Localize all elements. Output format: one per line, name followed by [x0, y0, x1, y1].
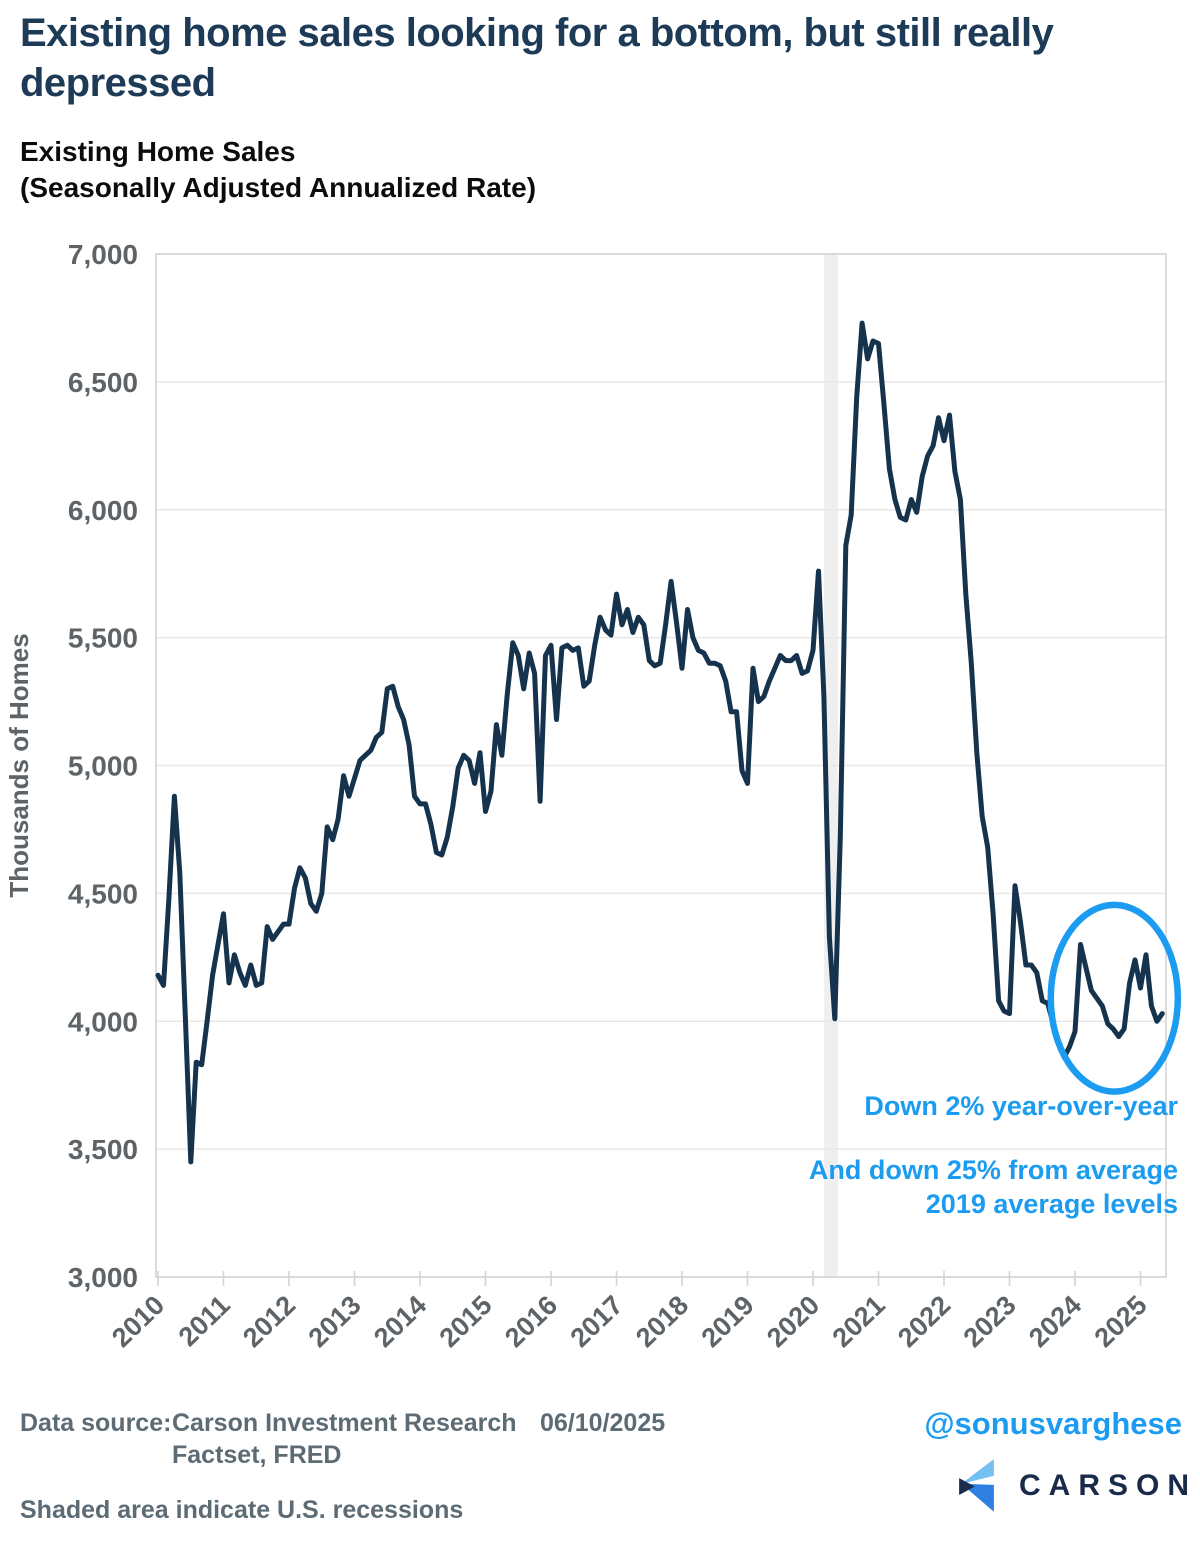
page-title-line2: depressed [20, 61, 216, 105]
y-axis-tick-label: 6,000 [68, 495, 138, 526]
y-axis-tick-label: 5,500 [68, 623, 138, 654]
y-axis-tick-label: 7,000 [68, 239, 138, 270]
chart-title-line2: (Seasonally Adjusted Annualized Rate) [20, 172, 537, 203]
x-axis-tick-label: 2020 [761, 1290, 825, 1353]
page-title: Existing home sales looking for a bottom… [20, 8, 1190, 108]
y-axis-tick-label: 3,000 [68, 1262, 138, 1293]
x-axis-tick-label: 2022 [892, 1290, 956, 1353]
x-axis-tick-label: 2023 [958, 1290, 1022, 1353]
x-axis-tick-label: 2025 [1089, 1290, 1153, 1353]
y-axis-tick-label: 4,000 [68, 1006, 138, 1037]
chart-title: Existing Home Sales (Seasonally Adjusted… [20, 134, 536, 206]
x-axis-tick-label: 2015 [434, 1290, 498, 1353]
y-axis-tick-label: 4,500 [68, 878, 138, 909]
line-chart: 3,000 3,500 4,000 4,500 5,000 5,500 6,000 6,500… [4, 239, 1182, 1353]
annotation-yoy: Down 2% year-over-year [864, 1091, 1178, 1121]
y-axis-tick-label: 6,500 [68, 367, 138, 398]
x-axis-tick-label: 2010 [106, 1290, 170, 1353]
y-axis-tick-label: 5,000 [68, 751, 138, 782]
x-axis-tick-label: 2024 [1023, 1290, 1087, 1353]
data-source-name: Carson Investment Research [172, 1409, 517, 1437]
y-axis-title: Thousands of Homes [4, 633, 34, 897]
data-source-label: Data source: [20, 1409, 172, 1437]
x-axis-tick-label: 2017 [565, 1290, 629, 1353]
data-source-line2: Factset, FRED [172, 1441, 342, 1469]
chart-title-line1: Existing Home Sales [20, 136, 296, 167]
logo-bottom-blade [961, 1483, 994, 1512]
social-handle: @sonusvarghese [924, 1406, 1182, 1441]
page-title-line1: Existing home sales looking for a bottom… [20, 11, 1054, 55]
x-axis-tick-label: 2019 [696, 1290, 760, 1353]
carson-logo-icon [959, 1459, 994, 1512]
x-axis-tick-label: 2014 [368, 1290, 432, 1353]
carson-logo: CARSON [958, 1458, 1197, 1514]
x-axis-tick-label: 2018 [630, 1290, 694, 1353]
x-axis-tick-label: 2016 [499, 1290, 563, 1353]
x-axis-tick-label: 2012 [237, 1290, 301, 1353]
highlight-circle [1047, 901, 1182, 1095]
y-axis-tick-label: 3,500 [68, 1134, 138, 1165]
carson-wordmark: CARSON [1019, 1469, 1198, 1502]
recession-note: Shaded area indicate U.S. recessions [20, 1496, 464, 1524]
logo-top-blade [961, 1459, 994, 1484]
annotation-vs2019-line2: 2019 average levels [925, 1189, 1178, 1219]
x-axis-tick-label: 2021 [827, 1290, 891, 1353]
plot-border [155, 253, 1167, 1278]
annotation-vs2019-line1: And down 25% from average [808, 1155, 1178, 1185]
home-sales-line [155, 320, 1165, 1165]
data-source-date: 06/10/2025 [540, 1409, 666, 1437]
logo-arrow [959, 1478, 975, 1495]
x-axis-tick-label: 2013 [303, 1290, 367, 1353]
x-axis-tick-label: 2011 [173, 1290, 236, 1352]
